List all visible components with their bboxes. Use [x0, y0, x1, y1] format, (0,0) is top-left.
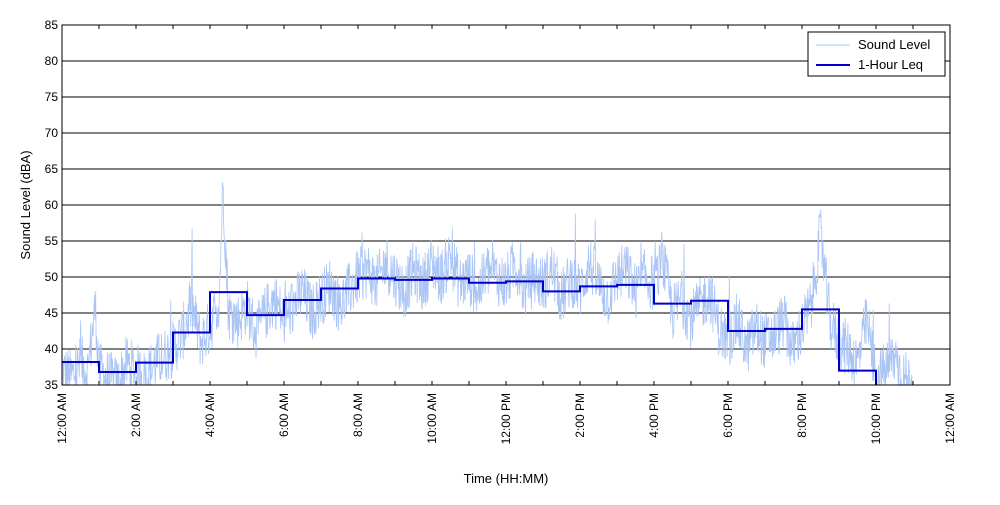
grid-lines — [62, 24, 950, 386]
legend: Sound Level 1-Hour Leq — [807, 31, 946, 77]
y-tick-label: 60 — [45, 198, 59, 212]
y-tick-label: 85 — [45, 18, 59, 32]
x-axis-ticks: 12:00 AM 2:00 AM 4:00 AM 6:00 AM 8:00 AM 10:0… — [55, 25, 957, 444]
x-tick-label: 8:00 AM — [351, 393, 365, 437]
x-tick-label: 6:00 AM — [277, 393, 291, 437]
x-tick-label: 12:00 PM — [499, 393, 513, 444]
y-tick-label: 65 — [45, 162, 59, 176]
x-tick-label: 2:00 PM — [573, 393, 587, 438]
y-tick-label: 80 — [45, 54, 59, 68]
x-tick-label: 8:00 PM — [795, 393, 809, 438]
x-tick-label: 4:00 PM — [647, 393, 661, 438]
y-tick-label: 35 — [45, 378, 59, 392]
y-tick-label: 40 — [45, 342, 59, 356]
y-axis-ticks: 35 40 45 50 55 60 65 70 75 80 85 — [45, 18, 66, 392]
y-tick-label: 55 — [45, 234, 59, 248]
x-tick-label: 10:00 AM — [425, 393, 439, 444]
x-tick-label: 6:00 PM — [721, 393, 735, 438]
y-tick-label: 70 — [45, 126, 59, 140]
y-axis-title: Sound Level (dBA) — [18, 150, 33, 259]
x-tick-label: 2:00 AM — [129, 393, 143, 437]
y-tick-label: 75 — [45, 90, 59, 104]
legend-label-sound-level: Sound Level — [858, 37, 930, 52]
x-tick-label: 4:00 AM — [203, 393, 217, 437]
y-tick-label: 45 — [45, 306, 59, 320]
series-layer — [62, 181, 913, 385]
legend-label-1-hour-leq: 1-Hour Leq — [858, 57, 923, 72]
series-sound-level — [62, 181, 913, 385]
series-1-hour-leq — [62, 277, 877, 385]
x-tick-label: 12:00 AM — [55, 393, 69, 444]
x-axis-title: Time (HH:MM) — [464, 471, 549, 486]
x-tick-label: 10:00 PM — [869, 393, 883, 444]
legend-box — [807, 31, 946, 77]
x-tick-label: 12:00 AM — [943, 393, 957, 444]
y-tick-label: 50 — [45, 270, 59, 284]
